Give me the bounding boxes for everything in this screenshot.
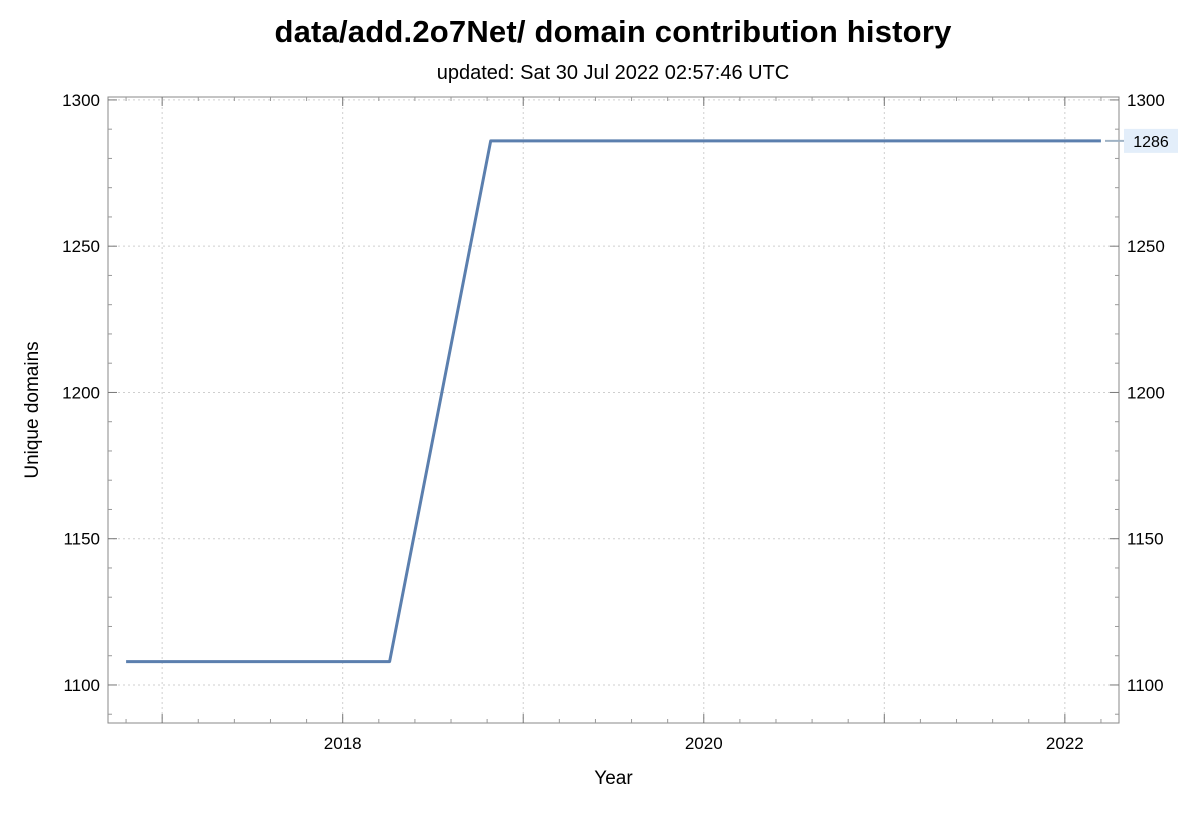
y-tick-label-left: 1100	[63, 676, 100, 695]
series-line	[126, 139, 1101, 664]
x-tick-label: 2020	[685, 734, 723, 753]
chart-title: data/add.2o7Net/ domain contribution his…	[274, 14, 952, 49]
last-value-label-group: 1286	[1105, 128, 1178, 153]
x-axis-label: Year	[594, 768, 633, 789]
series-layer	[126, 139, 1101, 664]
x-tick-label: 2022	[1046, 734, 1084, 753]
y-tick-label-left: 1150	[63, 530, 100, 549]
y-tick-label-left: 1300	[62, 91, 100, 110]
chart-subtitle: updated: Sat 30 Jul 2022 02:57:46 UTC	[436, 62, 790, 84]
axis-ticks	[108, 97, 1119, 723]
plot-frame	[107, 96, 1120, 724]
tick-labels: 2018 2020 2022 1100 1100 1150 1150 1200 1200 1250…	[62, 91, 1165, 753]
y-tick-label-left: 1200	[62, 383, 100, 402]
last-value-background	[1124, 128, 1178, 153]
y-tick-label-right: 1300	[1127, 91, 1165, 110]
y-tick-label-left: 1250	[62, 237, 100, 256]
y-tick-label-right: 1250	[1127, 237, 1165, 256]
y-tick-label-right: 1100	[1127, 676, 1164, 695]
y-tick-label-right: 1150	[1127, 530, 1164, 549]
y-tick-label-right: 1200	[1127, 383, 1165, 402]
grid-lines	[108, 97, 1119, 723]
last-value-label: 1286	[1133, 134, 1169, 151]
y-axis-label: Unique domains	[22, 341, 43, 478]
x-tick-label: 2018	[324, 734, 362, 753]
